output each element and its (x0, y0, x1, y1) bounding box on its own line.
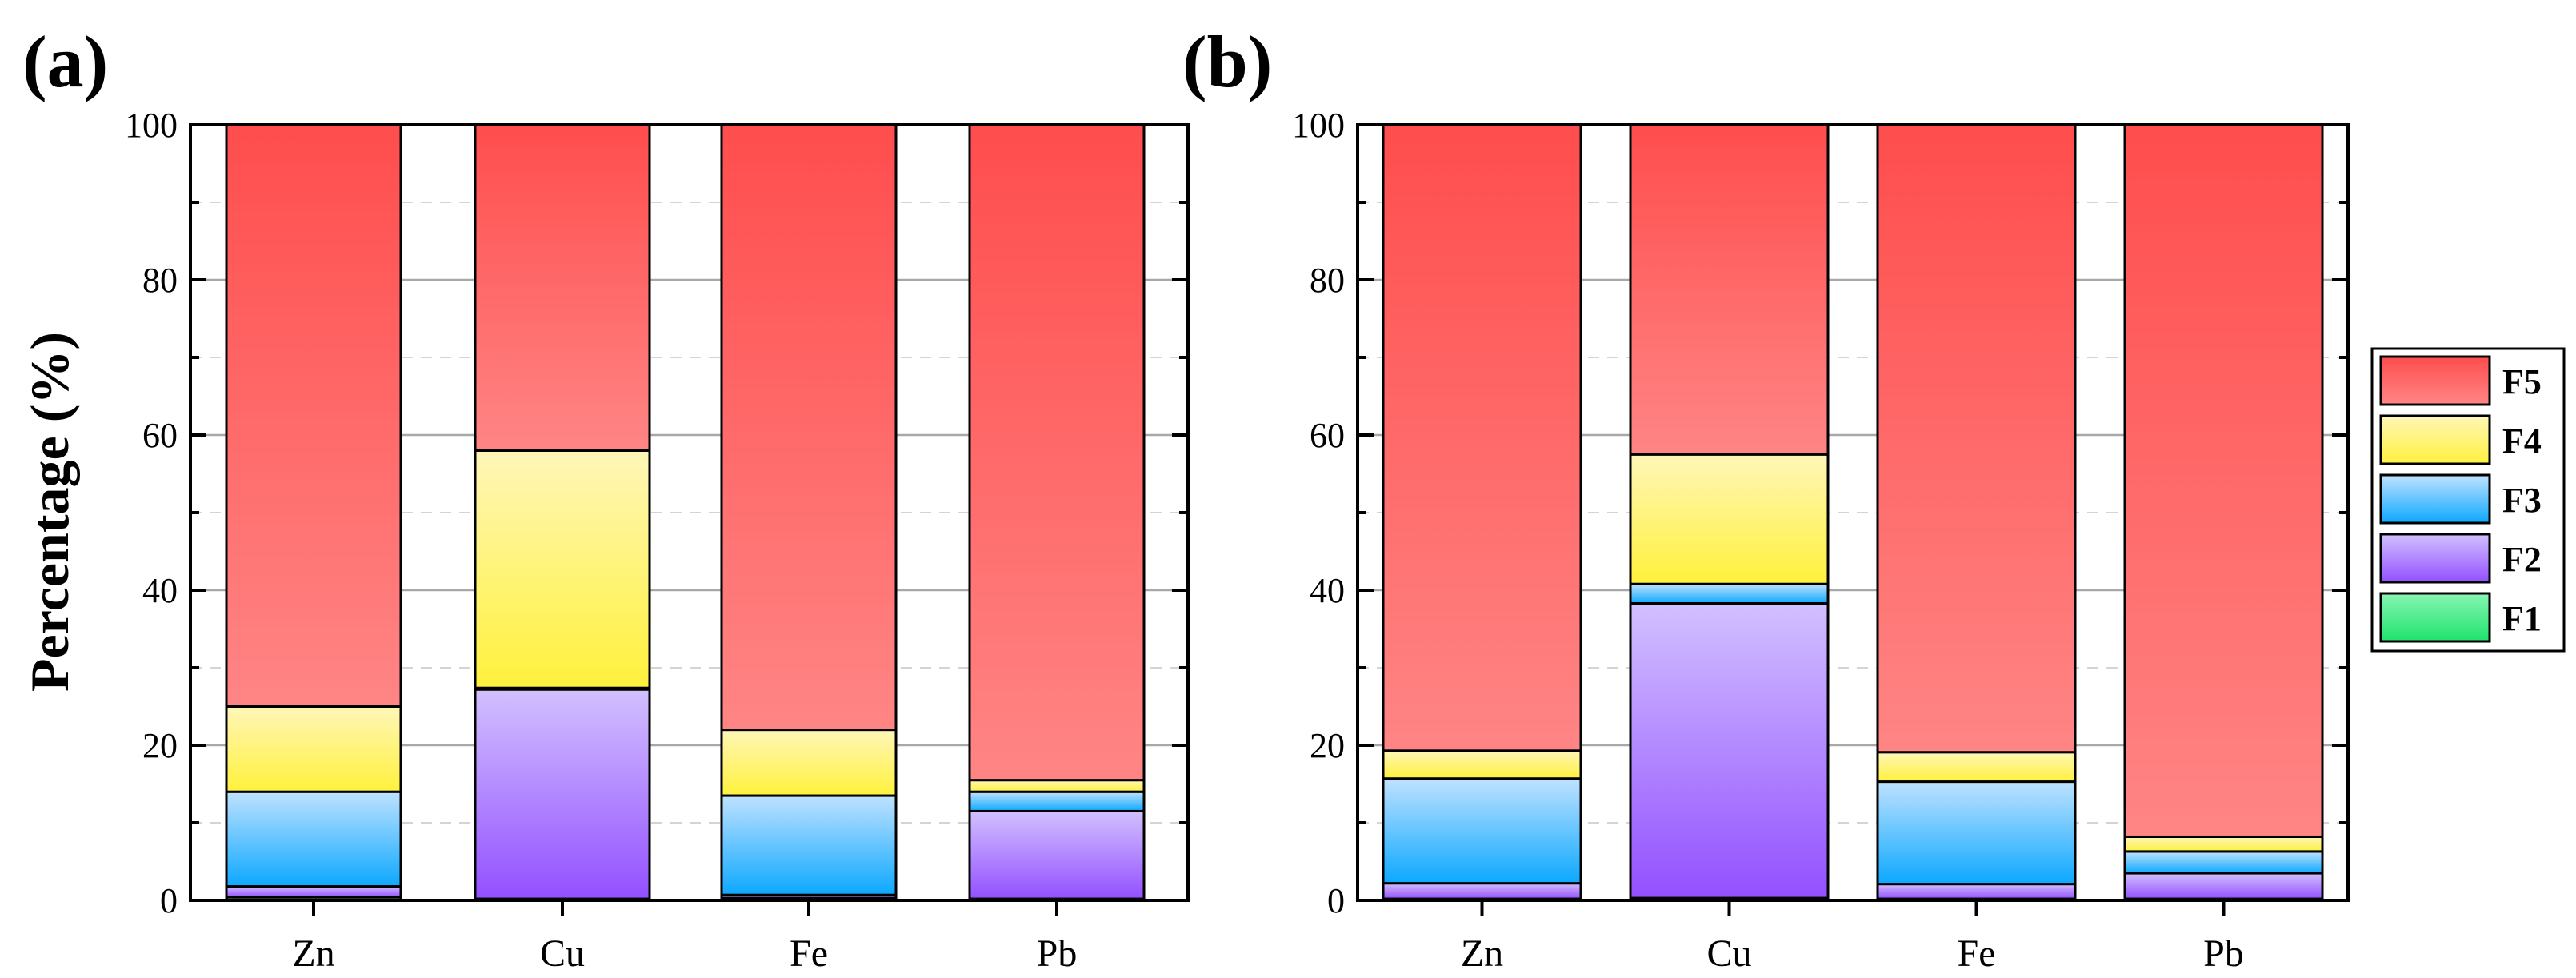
y-tick-label: 100 (125, 106, 178, 145)
y-tick-label: 40 (1310, 571, 1345, 610)
bar-fe-f5 (720, 123, 898, 732)
bar-zn-f5 (1382, 123, 1582, 752)
legend-swatch-f2 (2379, 533, 2491, 584)
panel-a-label: (a) (22, 21, 108, 102)
y-tick-label: 20 (1310, 726, 1345, 765)
bar-cu-f5 (1629, 123, 1830, 456)
legend-label-f5: F5 (2502, 362, 2542, 401)
bar-cu-f4 (474, 449, 651, 689)
y-tick-label: 60 (142, 416, 178, 455)
legend-label-f3: F3 (2502, 481, 2542, 520)
bar-cu-f5 (474, 123, 651, 452)
bar-pb-f2 (968, 809, 1146, 900)
y-tick-label: 40 (142, 571, 178, 610)
legend-swatch-f5 (2379, 355, 2491, 406)
x-tick-label-pb: Pb (1037, 932, 1078, 975)
legend-label-f4: F4 (2502, 421, 2542, 461)
y-axis-label: Percentage (%) (19, 332, 80, 692)
bar-fe-f4 (720, 729, 898, 797)
x-tick-label-zn: Zn (292, 932, 334, 975)
y-tick-label: 0 (1327, 881, 1345, 920)
bar-pb-f4 (2123, 835, 2324, 853)
bar-cu-f2 (474, 688, 651, 900)
x-tick-label-fe: Fe (1958, 932, 1996, 975)
bar-pb-f2 (2123, 872, 2324, 900)
bar-zn-f4 (1382, 749, 1582, 780)
bar-pb-f5 (968, 123, 1146, 782)
y-tick-label: 80 (142, 261, 178, 300)
x-tick-label-cu: Cu (540, 932, 585, 975)
bar-pb-f3 (968, 790, 1146, 812)
bar-fe-f4 (1876, 751, 2077, 784)
legend: F5 F4 F3 F2 F1 (2370, 347, 2566, 653)
bar-pb-f3 (2123, 850, 2324, 875)
bar-zn-f2 (225, 885, 402, 899)
y-tick-label: 80 (1310, 261, 1345, 300)
bar-fe-f3 (1876, 780, 2077, 886)
legend-label-f2: F2 (2502, 540, 2542, 579)
legend-label-f1: F1 (2502, 599, 2542, 638)
x-tick-label-fe: Fe (790, 932, 828, 975)
legend-swatch-f3 (2379, 473, 2491, 525)
x-tick-label-cu: Cu (1706, 932, 1751, 975)
y-tick-label: 20 (142, 726, 178, 765)
y-tick-label: 60 (1310, 416, 1345, 455)
panel-b: (b) 0 20 40 60 80 100 Zn Cu Fe Pb (1182, 21, 2350, 975)
legend-swatch-f1 (2379, 592, 2491, 643)
bar-cu-f2 (1629, 601, 1830, 900)
bar-zn-f5 (225, 123, 402, 708)
bar-zn-f2 (1382, 882, 1582, 900)
y-tick-label: 0 (160, 881, 178, 920)
bar-zn-f4 (225, 705, 402, 793)
bar-fe-f3 (720, 794, 898, 896)
x-tick-label-pb: Pb (2203, 932, 2244, 975)
bar-fe-f2 (1876, 883, 2077, 900)
panel-a: (a) Percentage (%) 0 20 40 60 80 100 Zn Cu Fe Pb (19, 21, 1190, 975)
bar-fe-f5 (1876, 123, 2077, 754)
bar-cu-f3 (1629, 582, 1830, 605)
panel-b-label: (b) (1182, 21, 1272, 102)
bar-zn-f3 (1382, 777, 1582, 885)
bar-cu-f4 (1629, 453, 1830, 585)
bar-pb-f4 (968, 779, 1146, 793)
y-tick-label: 100 (1292, 106, 1345, 145)
legend-swatch-f4 (2379, 414, 2491, 465)
bar-pb-f5 (2123, 123, 2324, 838)
x-tick-label-zn: Zn (1461, 932, 1503, 975)
bar-zn-f3 (225, 790, 402, 888)
